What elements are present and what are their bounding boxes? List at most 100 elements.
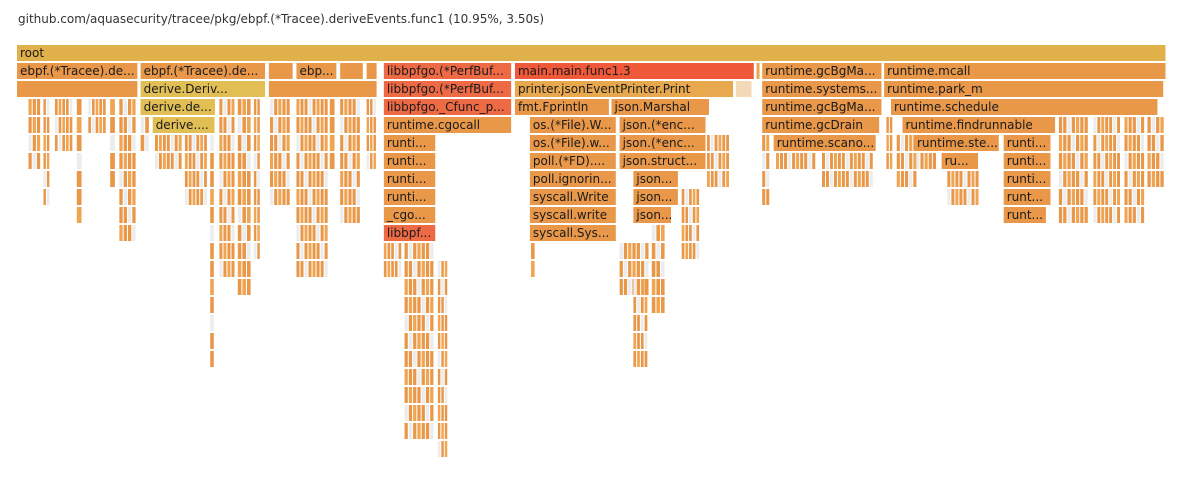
flame-sliver[interactable] [430,423,434,439]
flame-frame-rect[interactable] [884,81,1164,97]
flame-sliver[interactable] [312,243,316,259]
flame-sliver[interactable] [58,135,62,151]
flame-sliver[interactable] [640,279,644,295]
flame-sliver[interactable] [210,351,214,367]
flame-sliver[interactable] [1101,135,1105,151]
flame-sliver[interactable] [140,135,145,151]
flame-sliver[interactable] [947,189,951,205]
flame-sliver[interactable] [951,189,955,205]
flame-sliver[interactable] [119,117,123,133]
flame-sliver[interactable] [404,261,408,277]
flame-sliver[interactable] [210,189,214,205]
flame-frame[interactable]: os.(*File).w... [529,135,616,151]
flame-sliver[interactable] [340,171,344,187]
flame-sliver[interactable] [253,153,257,169]
flame-sliver[interactable] [1101,153,1105,169]
flame-sliver[interactable] [356,99,360,115]
flame-sliver[interactable] [421,297,425,313]
flame-sliver[interactable] [348,171,352,187]
flame-sliver[interactable] [796,153,800,169]
flame-sliver[interactable] [421,351,425,367]
flame-sliver[interactable] [1080,135,1084,151]
flame-sliver[interactable] [119,135,123,151]
flame-sliver[interactable] [1093,135,1097,151]
flame-sliver[interactable] [1124,153,1128,169]
flame-sliver[interactable] [219,117,223,133]
flame-sliver[interactable] [861,171,865,187]
flame-sliver[interactable] [1058,135,1063,151]
flame-sliver[interactable] [54,99,58,115]
flame-sliver[interactable] [210,261,214,277]
flame-sliver[interactable] [352,135,356,151]
flame-sliver[interactable] [1132,189,1136,205]
flame-sliver[interactable] [1067,117,1071,133]
flame-sliver[interactable] [76,171,82,187]
flame-sliver[interactable] [913,153,917,169]
flame-sliver[interactable] [192,153,196,169]
flame-sliver[interactable] [65,135,69,151]
flame-sliver[interactable] [329,153,335,169]
flame-sliver[interactable] [623,243,628,259]
flame-frame[interactable] [17,81,138,97]
flame-sliver[interactable] [145,117,149,133]
flame-sliver[interactable] [227,189,231,205]
flame-sliver[interactable] [1101,171,1105,187]
flame-sliver[interactable] [366,99,370,115]
flame-sliver[interactable] [127,135,132,151]
flame-sliver[interactable] [300,189,304,205]
flame-sliver[interactable] [437,369,441,385]
flame-sliver[interactable] [242,153,246,169]
flame-frame-rect[interactable] [383,207,436,223]
flame-sliver[interactable] [1105,135,1109,151]
flame-sliver[interactable] [253,171,257,187]
flame-sliver[interactable] [430,333,434,349]
flame-sliver[interactable] [444,315,448,331]
flame-sliver[interactable] [65,117,69,133]
flame-sliver[interactable] [1113,153,1117,169]
flame-sliver[interactable] [444,387,448,403]
flame-sliver[interactable] [247,153,251,169]
flame-sliver[interactable] [441,387,444,403]
flame-sliver[interactable] [282,153,286,169]
flame-sliver[interactable] [804,153,808,169]
flame-frame-rect[interactable] [514,99,609,115]
flame-sliver[interactable] [119,189,123,205]
flame-sliver[interactable] [975,171,979,187]
flame-sliver[interactable] [421,315,425,331]
flame-sliver[interactable] [1128,117,1132,133]
flame-sliver[interactable] [340,117,344,133]
flame-sliver[interactable] [404,333,408,349]
flame-sliver[interactable] [718,171,722,187]
flame-sliver[interactable] [837,171,841,187]
flame-sliver[interactable] [88,117,91,133]
flame-sliver[interactable] [408,369,413,385]
flame-sliver[interactable] [430,243,434,259]
flame-sliver[interactable] [356,117,360,133]
flame-sliver[interactable] [1063,153,1067,169]
flame-sliver[interactable] [865,153,869,169]
flame-sliver[interactable] [766,171,770,187]
flame-sliver[interactable] [1071,171,1075,187]
flame-sliver[interactable] [1067,135,1071,151]
flame-frame[interactable]: runti... [383,135,436,151]
flame-sliver[interactable] [391,261,394,277]
flame-sliver[interactable] [296,153,300,169]
flame-sliver[interactable] [726,135,729,151]
flame-sliver[interactable] [174,135,178,151]
flame-sliver[interactable] [223,189,227,205]
flame-sliver[interactable] [127,189,132,205]
flame-sliver[interactable] [417,315,421,331]
flame-sliver[interactable] [963,189,967,205]
flame-sliver[interactable] [886,135,889,151]
flame-sliver[interactable] [46,117,50,133]
flame-sliver[interactable] [132,153,136,169]
flame-sliver[interactable] [329,135,335,151]
flame-frame-rect[interactable] [140,81,266,97]
flame-sliver[interactable] [425,243,430,259]
flame-sliver[interactable] [304,207,308,223]
flame-sliver[interactable] [837,153,841,169]
flame-sliver[interactable] [373,153,376,169]
flame-sliver[interactable] [651,243,656,259]
flame-sliver[interactable] [356,189,360,205]
